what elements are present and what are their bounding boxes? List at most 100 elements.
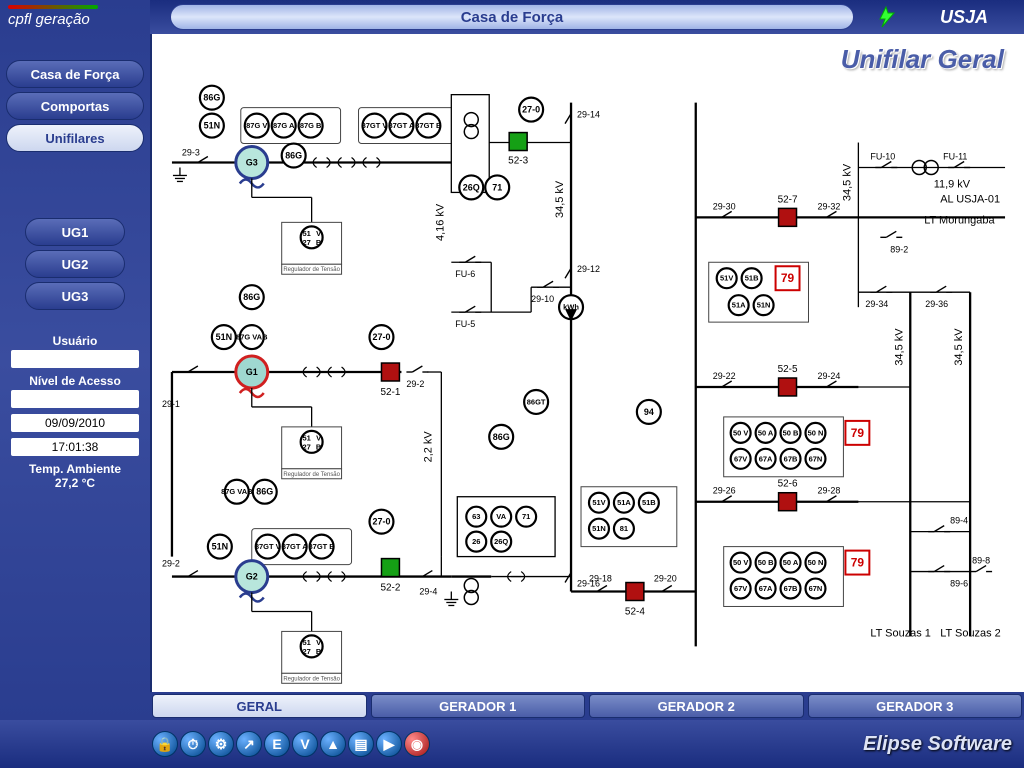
- svg-text:51A: 51A: [732, 301, 746, 310]
- svg-text:27-0: 27-0: [372, 332, 390, 342]
- toolbar-antenna-icon[interactable]: ▲: [320, 731, 346, 757]
- svg-text:LT Souzas 2: LT Souzas 2: [940, 627, 1001, 639]
- toolbar-list-icon[interactable]: ▤: [348, 731, 374, 757]
- toolbar-camera-icon[interactable]: ▶: [376, 731, 402, 757]
- svg-text:86G: 86G: [493, 432, 510, 442]
- svg-text:27-0: 27-0: [372, 517, 390, 527]
- svg-text:27: 27: [302, 647, 310, 656]
- svg-text:51B: 51B: [745, 274, 759, 283]
- nav-ug3[interactable]: UG3: [25, 282, 125, 310]
- svg-text:67N: 67N: [809, 584, 823, 593]
- svg-text:29-3: 29-3: [182, 148, 200, 158]
- svg-text:V: V: [316, 433, 321, 442]
- nav-comportas[interactable]: Comportas: [6, 92, 144, 120]
- svg-text:50 A: 50 A: [783, 558, 799, 567]
- toolbar-trend-icon[interactable]: ↗: [236, 731, 262, 757]
- svg-text:52-3: 52-3: [508, 155, 528, 166]
- tab-geral[interactable]: GERAL: [152, 694, 367, 718]
- tab-gerador3[interactable]: GERADOR 3: [808, 694, 1023, 718]
- diagram-canvas: Unifilar Geral: [150, 34, 1024, 720]
- bottom-bar: 🔒 ⏱ ⚙ ↗ E V ▲ ▤ ▶ ◉ Elipse Software: [0, 720, 1024, 768]
- single-line-diagram: 29-3 86G 51N 87G V 87G A 87G B 87GT V 87…: [152, 34, 1024, 720]
- svg-text:FU-10: FU-10: [870, 151, 895, 161]
- svg-text:26: 26: [472, 537, 480, 546]
- svg-text:VA: VA: [496, 512, 506, 521]
- svg-text:29-34: 29-34: [865, 299, 888, 309]
- svg-text:89-8: 89-8: [972, 556, 990, 566]
- svg-text:71: 71: [522, 512, 530, 521]
- svg-text:B: B: [316, 442, 322, 451]
- svg-text:50 N: 50 N: [808, 558, 824, 567]
- svg-text:50 A: 50 A: [758, 428, 774, 437]
- svg-text:2,2 kV: 2,2 kV: [422, 431, 434, 463]
- svg-text:51N: 51N: [216, 332, 232, 342]
- svg-text:87GT V: 87GT V: [255, 542, 281, 551]
- svg-text:52-5: 52-5: [778, 364, 798, 375]
- svg-text:50 B: 50 B: [783, 428, 799, 437]
- svg-text:29-26: 29-26: [713, 486, 736, 496]
- svg-text:50 V: 50 V: [733, 558, 748, 567]
- svg-text:89-4: 89-4: [950, 516, 968, 526]
- status-panel: Usuário Nível de Acesso 09/09/2010 17:01…: [7, 334, 143, 490]
- svg-text:87GT B: 87GT B: [309, 542, 336, 551]
- toolbar-stopwatch-icon[interactable]: ⏱: [180, 731, 206, 757]
- nav-ug2[interactable]: UG2: [25, 250, 125, 278]
- svg-text:87GT A: 87GT A: [388, 121, 414, 130]
- svg-text:29-20: 29-20: [654, 574, 677, 584]
- level-label: Nível de Acesso: [7, 374, 143, 388]
- svg-text:51V: 51V: [720, 274, 733, 283]
- svg-text:51: 51: [302, 638, 310, 647]
- svg-text:29-2: 29-2: [406, 379, 424, 389]
- svg-text:Regulador de Tensão: Regulador de Tensão: [283, 676, 340, 682]
- svg-text:87G B: 87G B: [300, 121, 322, 130]
- svg-text:LT Morungaba: LT Morungaba: [924, 214, 995, 226]
- svg-text:51N: 51N: [757, 301, 771, 310]
- user-value: [11, 350, 139, 368]
- svg-text:29-36: 29-36: [925, 299, 948, 309]
- svg-text:V: V: [316, 638, 321, 647]
- svg-text:V: V: [316, 229, 321, 238]
- svg-text:29-30: 29-30: [713, 201, 736, 211]
- temp-label: Temp. Ambiente: [7, 462, 143, 476]
- nav-unifilares[interactable]: Unifilares: [6, 124, 144, 152]
- svg-text:27: 27: [302, 442, 310, 451]
- svg-text:87GT V: 87GT V: [362, 121, 388, 130]
- toolbar-e-icon[interactable]: E: [264, 731, 290, 757]
- toolbar-gear-icon[interactable]: ⚙: [208, 731, 234, 757]
- toolbar-lock-icon[interactable]: 🔒: [152, 731, 178, 757]
- svg-text:G3: G3: [246, 157, 258, 167]
- toolbar-v-icon[interactable]: V: [292, 731, 318, 757]
- svg-text:29-1: 29-1: [162, 399, 180, 409]
- svg-text:29-10: 29-10: [531, 294, 554, 304]
- svg-text:87GT B: 87GT B: [415, 121, 442, 130]
- svg-text:G1: G1: [246, 367, 258, 377]
- svg-text:89-2: 89-2: [890, 244, 908, 254]
- date-value: 09/09/2010: [11, 414, 139, 432]
- svg-text:81: 81: [620, 524, 628, 533]
- brand-logo: cpfl geração: [8, 5, 148, 28]
- svg-text:26Q: 26Q: [463, 182, 480, 192]
- svg-text:87G VAB: 87G VAB: [236, 333, 268, 342]
- svg-text:79: 79: [851, 426, 865, 440]
- tab-gerador2[interactable]: GERADOR 2: [589, 694, 804, 718]
- svg-text:FU-5: FU-5: [455, 319, 475, 329]
- svg-text:67A: 67A: [759, 584, 773, 593]
- svg-text:29-24: 29-24: [817, 371, 840, 381]
- svg-text:29-2: 29-2: [162, 559, 180, 569]
- svg-text:50 V: 50 V: [733, 428, 748, 437]
- svg-text:67N: 67N: [809, 454, 823, 463]
- toolbar-alarm-icon[interactable]: ◉: [404, 731, 430, 757]
- svg-text:52-2: 52-2: [380, 583, 400, 594]
- nav-ug1[interactable]: UG1: [25, 218, 125, 246]
- tab-gerador1[interactable]: GERADOR 1: [371, 694, 586, 718]
- svg-text:27-0: 27-0: [522, 105, 540, 115]
- svg-text:29-12: 29-12: [577, 264, 600, 274]
- svg-text:50 B: 50 B: [758, 558, 774, 567]
- svg-text:B: B: [316, 238, 322, 247]
- svg-text:51V: 51V: [592, 498, 605, 507]
- svg-text:79: 79: [851, 556, 865, 570]
- svg-text:Regulador de Tensão: Regulador de Tensão: [283, 267, 340, 273]
- nav-casa-de-forca[interactable]: Casa de Força: [6, 60, 144, 88]
- svg-text:29-14: 29-14: [577, 110, 600, 120]
- svg-text:86G: 86G: [203, 93, 220, 103]
